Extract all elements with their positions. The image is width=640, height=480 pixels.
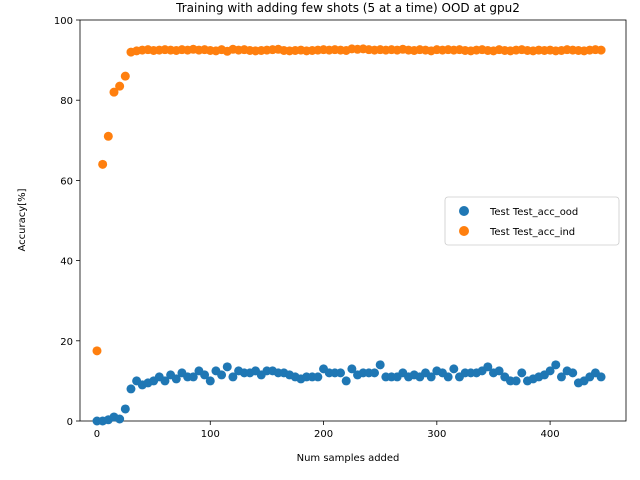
ood-data-point bbox=[545, 366, 555, 376]
x-tick-label: 0 bbox=[94, 429, 100, 440]
chart-title: Training with adding few shots (5 at a t… bbox=[175, 1, 520, 15]
data-points bbox=[92, 44, 606, 426]
ind-data-point bbox=[115, 81, 125, 91]
ood-data-point bbox=[347, 364, 357, 374]
legend-swatch-ind bbox=[459, 226, 469, 236]
ood-data-point bbox=[511, 376, 521, 386]
legend: Test Test_acc_ood Test Test_acc_ind bbox=[444, 196, 620, 246]
ind-data-point bbox=[596, 45, 606, 55]
ind-data-point bbox=[98, 159, 108, 169]
ood-data-point bbox=[115, 414, 125, 424]
ind-data-point bbox=[92, 346, 102, 356]
legend-label-ind: Test Test_acc_ind bbox=[489, 227, 575, 238]
x-tick-label: 200 bbox=[314, 429, 333, 440]
ood-data-point bbox=[375, 360, 385, 370]
ood-data-point bbox=[205, 376, 215, 386]
ood-data-point bbox=[517, 368, 527, 378]
ood-data-point bbox=[188, 372, 198, 382]
legend-swatch-ood bbox=[459, 206, 469, 216]
ood-data-point bbox=[370, 368, 380, 378]
y-tick-label: 80 bbox=[60, 96, 73, 107]
ood-data-point bbox=[568, 368, 578, 378]
ood-data-point bbox=[551, 360, 561, 370]
ood-data-point bbox=[120, 404, 130, 414]
ood-data-point bbox=[426, 372, 436, 382]
ood-data-point bbox=[596, 372, 606, 382]
y-axis-label: Accuracy[%] bbox=[17, 188, 28, 251]
ood-data-point bbox=[336, 368, 346, 378]
ood-data-point bbox=[556, 372, 566, 382]
y-tick-label: 0 bbox=[67, 417, 73, 428]
ood-data-point bbox=[228, 372, 238, 382]
legend-box bbox=[444, 196, 620, 246]
ood-data-point bbox=[200, 370, 210, 380]
ood-data-point bbox=[483, 362, 493, 372]
y-tick-label: 40 bbox=[60, 257, 73, 268]
ood-data-point bbox=[217, 370, 227, 380]
ood-data-point bbox=[494, 366, 504, 376]
x-tick-label: 100 bbox=[201, 429, 220, 440]
x-axis: 0 100 200 300 400 bbox=[94, 421, 560, 440]
y-axis: 0 20 40 60 80 100 bbox=[54, 16, 80, 428]
y-tick-label: 100 bbox=[54, 16, 73, 27]
ood-data-point bbox=[126, 384, 136, 394]
ind-data-point bbox=[103, 131, 113, 141]
ood-data-point bbox=[443, 372, 453, 382]
ind-data-point bbox=[120, 71, 130, 81]
x-tick-label: 300 bbox=[427, 429, 446, 440]
ood-data-point bbox=[222, 362, 232, 372]
ind-data-point bbox=[109, 87, 119, 97]
x-axis-label: Num samples added bbox=[297, 453, 400, 464]
ood-data-point bbox=[449, 364, 459, 374]
y-tick-label: 60 bbox=[60, 176, 73, 187]
ood-data-point bbox=[313, 372, 323, 382]
ood-data-point bbox=[160, 376, 170, 386]
ood-data-point bbox=[171, 374, 181, 384]
plot-area bbox=[79, 19, 627, 422]
y-tick-label: 20 bbox=[60, 337, 73, 348]
x-tick-label: 400 bbox=[541, 429, 560, 440]
legend-label-ood: Test Test_acc_ood bbox=[489, 207, 578, 218]
ood-data-point bbox=[341, 376, 351, 386]
